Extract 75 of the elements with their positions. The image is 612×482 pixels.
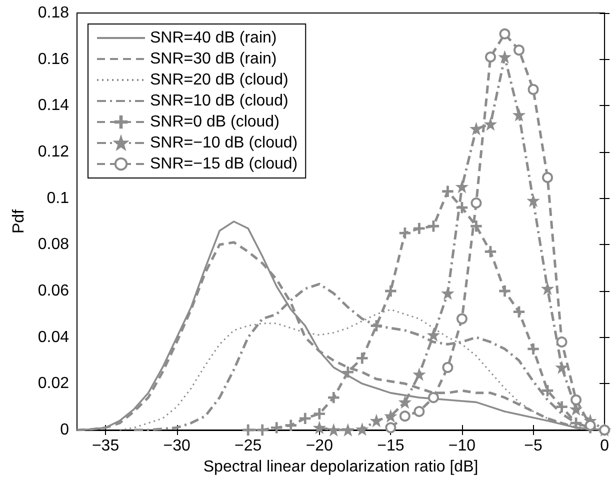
- y-tick-label: 0.04: [38, 328, 70, 346]
- point: [314, 422, 325, 434]
- legend-label: SNR=−15 dB (cloud): [150, 156, 298, 172]
- point: [399, 396, 411, 408]
- y-tick-label: 0.18: [38, 4, 70, 22]
- y-tick-label: 0.06: [38, 282, 70, 300]
- point: [285, 420, 296, 431]
- point: [542, 172, 554, 183]
- point: [528, 343, 539, 355]
- point: [342, 366, 354, 378]
- legend-label: SNR=40 dB (rain): [150, 30, 277, 46]
- point: [370, 320, 382, 332]
- x-tick-label: −20: [306, 438, 334, 454]
- legend-label: SNR=0 dB (cloud): [150, 114, 280, 130]
- point: [570, 404, 582, 415]
- point: [328, 392, 340, 404]
- point: [342, 424, 354, 436]
- legend-label: SNR=20 dB (cloud): [150, 72, 288, 88]
- y-tick-label: 0: [60, 422, 70, 438]
- point: [442, 362, 454, 373]
- point: [528, 195, 539, 206]
- y-tick-label: 0.08: [38, 236, 70, 254]
- legend-label: SNR=30 dB (rain): [150, 50, 277, 68]
- point: [470, 197, 482, 208]
- x-tick-label: −5: [524, 438, 542, 454]
- y-tick-label: 0.16: [38, 50, 70, 68]
- point: [499, 51, 510, 63]
- y-axis-title: Pdf: [10, 208, 28, 234]
- x-tick-label: −30: [163, 438, 190, 454]
- point: [456, 313, 468, 324]
- point: [399, 410, 410, 422]
- point: [428, 329, 440, 341]
- point: [556, 401, 568, 412]
- point: [556, 362, 568, 374]
- point: [542, 283, 554, 294]
- point: [528, 84, 539, 95]
- y-tick-label: 0.12: [38, 144, 70, 160]
- x-tick-label: 0: [600, 438, 610, 454]
- x-tick-label: −15: [377, 438, 404, 454]
- point: [484, 52, 496, 63]
- point: [570, 394, 582, 406]
- point: [385, 422, 396, 434]
- y-tick-label: 0.1: [46, 190, 70, 207]
- point: [470, 123, 482, 134]
- point: [300, 412, 311, 424]
- point: [385, 410, 396, 422]
- point: [414, 368, 425, 380]
- point: [514, 44, 524, 56]
- point: [442, 186, 454, 197]
- point: [442, 288, 454, 299]
- point: [428, 392, 439, 404]
- point: [370, 415, 382, 426]
- x-tick-label: −10: [448, 438, 476, 454]
- point: [499, 28, 510, 40]
- legend-label: SNR=−10 dB (cloud): [150, 134, 298, 152]
- point: [470, 220, 482, 232]
- legend-label: SNR=10 dB (cloud): [150, 92, 288, 110]
- point: [484, 118, 496, 130]
- point: [556, 336, 568, 348]
- point: [513, 109, 525, 121]
- point: [328, 424, 340, 436]
- point: [356, 352, 368, 364]
- point: [356, 424, 368, 435]
- point: [271, 422, 282, 434]
- point: [242, 424, 254, 436]
- point: [456, 181, 468, 192]
- y-tick-label: 0.14: [38, 97, 70, 114]
- point: [414, 406, 425, 417]
- x-tick-label: −35: [92, 438, 120, 454]
- point: [584, 420, 596, 431]
- y-tick-label: 0.02: [38, 375, 70, 392]
- x-tick-label: −25: [234, 438, 262, 454]
- point: [399, 227, 411, 239]
- point: [314, 408, 325, 420]
- x-axis-title: Spectral linear depolarization ratio [dB]: [203, 458, 478, 476]
